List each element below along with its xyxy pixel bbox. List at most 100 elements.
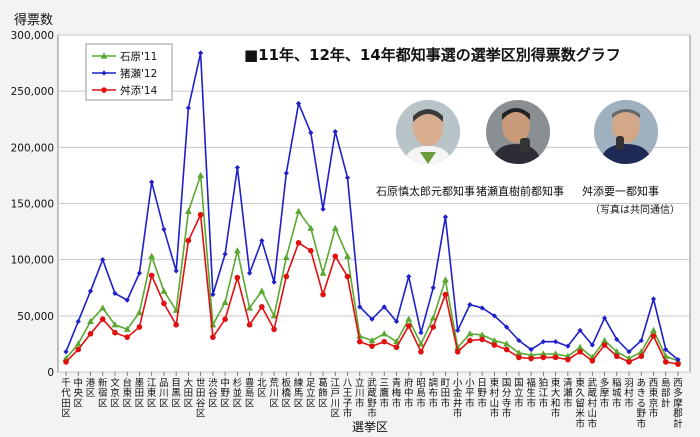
data-point <box>308 247 314 254</box>
data-point <box>63 359 69 365</box>
data-point <box>136 324 143 330</box>
data-point <box>418 348 424 355</box>
data-point <box>638 337 644 344</box>
data-point <box>478 331 486 338</box>
data-point <box>112 329 118 336</box>
data-point <box>527 351 535 358</box>
x-tick-label: 台東区 <box>122 377 132 409</box>
data-point <box>576 343 584 350</box>
data-point <box>380 330 388 337</box>
data-point <box>197 211 204 218</box>
data-point <box>308 130 314 136</box>
data-point <box>197 171 205 179</box>
data-point <box>332 253 339 260</box>
x-tick-label: 島部計 <box>661 377 671 409</box>
data-point <box>515 349 523 356</box>
data-point <box>295 207 302 214</box>
data-point <box>491 313 497 319</box>
data-point <box>614 336 620 343</box>
data-point <box>332 129 338 135</box>
data-point <box>565 356 571 363</box>
x-tick-label: 中央区 <box>73 377 83 409</box>
x-tick-label: 杉並区 <box>233 377 243 409</box>
data-point <box>516 337 522 344</box>
x-tick-label: 三鷹市 <box>379 378 389 409</box>
data-point <box>295 240 302 246</box>
data-point <box>124 334 130 340</box>
x-tick-label: 狛江市 <box>539 377 549 409</box>
data-point <box>539 350 547 357</box>
data-point <box>356 332 364 339</box>
data-point <box>479 336 485 343</box>
chart-title: ■11年、12年、14年都知事選の選挙区別得票数グラフ <box>244 46 621 64</box>
data-point <box>601 342 608 348</box>
x-tick-label: 小平市 <box>465 378 475 409</box>
x-tick-label: 西多摩郡計 <box>673 378 683 430</box>
data-point <box>136 270 143 276</box>
x-tick-label: 世田谷区 <box>196 377 206 420</box>
x-tick-label: 福生市 <box>526 377 536 409</box>
data-point <box>393 318 400 325</box>
data-point <box>589 342 595 348</box>
x-tick-label: 港区 <box>86 377 96 399</box>
y-tick-label: 0 <box>47 367 54 379</box>
data-point <box>210 291 216 298</box>
x-tick-label: 目黒区 <box>171 378 181 409</box>
x-tick-label: 新宿区 <box>98 377 108 409</box>
y-tick-label: 50,000 <box>17 311 54 323</box>
data-point <box>63 349 69 355</box>
data-point <box>454 343 462 350</box>
data-point <box>185 237 192 244</box>
data-point <box>516 354 522 361</box>
data-point <box>381 304 387 310</box>
portrait-caption-ishihara: 石原慎太郎元都知事 <box>376 185 475 198</box>
data-point <box>613 348 621 355</box>
data-point <box>185 207 192 214</box>
data-point <box>650 333 657 339</box>
portrait-caption-masuzoe: 舛添要一都知事 <box>582 185 659 198</box>
data-point <box>430 324 437 330</box>
data-point <box>589 357 596 364</box>
data-point <box>74 340 82 347</box>
x-tick-label: 大田区 <box>184 377 194 409</box>
x-tick-label: 東村山市 <box>490 377 500 420</box>
series-2 <box>63 211 681 367</box>
data-point <box>234 274 241 281</box>
legend: 石原'11 猪瀬'12 舛添'14 <box>85 43 173 101</box>
data-point <box>356 338 363 345</box>
data-point <box>625 354 633 362</box>
data-point <box>528 355 534 362</box>
x-tick-label: 西東京市 <box>649 378 659 420</box>
data-point <box>136 308 143 316</box>
data-point <box>565 343 571 349</box>
data-point <box>504 324 510 330</box>
x-tick-label: 稲城市 <box>612 377 622 409</box>
y-tick-label: 150,000 <box>11 199 54 211</box>
portrait-ishihara-image <box>396 100 460 164</box>
data-point <box>503 340 511 347</box>
data-point <box>552 350 559 357</box>
data-point <box>123 325 131 332</box>
data-point <box>552 354 559 361</box>
data-point <box>638 353 645 360</box>
data-point <box>259 304 265 310</box>
data-point <box>430 285 436 291</box>
data-point <box>173 322 179 328</box>
legend-entry: 舛添'14 <box>92 84 158 97</box>
data-point <box>344 175 351 181</box>
data-point <box>393 344 400 351</box>
data-point <box>246 322 253 328</box>
portrait-inose-image <box>486 100 550 164</box>
x-tick-label: 中野区 <box>220 377 230 409</box>
data-point <box>320 206 326 212</box>
data-point <box>442 214 449 220</box>
x-tick-label: 羽村市 <box>624 378 634 409</box>
data-point <box>417 340 425 347</box>
data-point <box>577 348 583 355</box>
x-tick-label: 調布市 <box>428 377 438 409</box>
photo-credit: （写真は共同通信） <box>590 205 680 216</box>
legend-box <box>85 43 173 101</box>
data-point <box>429 314 437 321</box>
x-tick-label: 渋谷区 <box>208 377 218 409</box>
series-0 <box>62 171 682 364</box>
